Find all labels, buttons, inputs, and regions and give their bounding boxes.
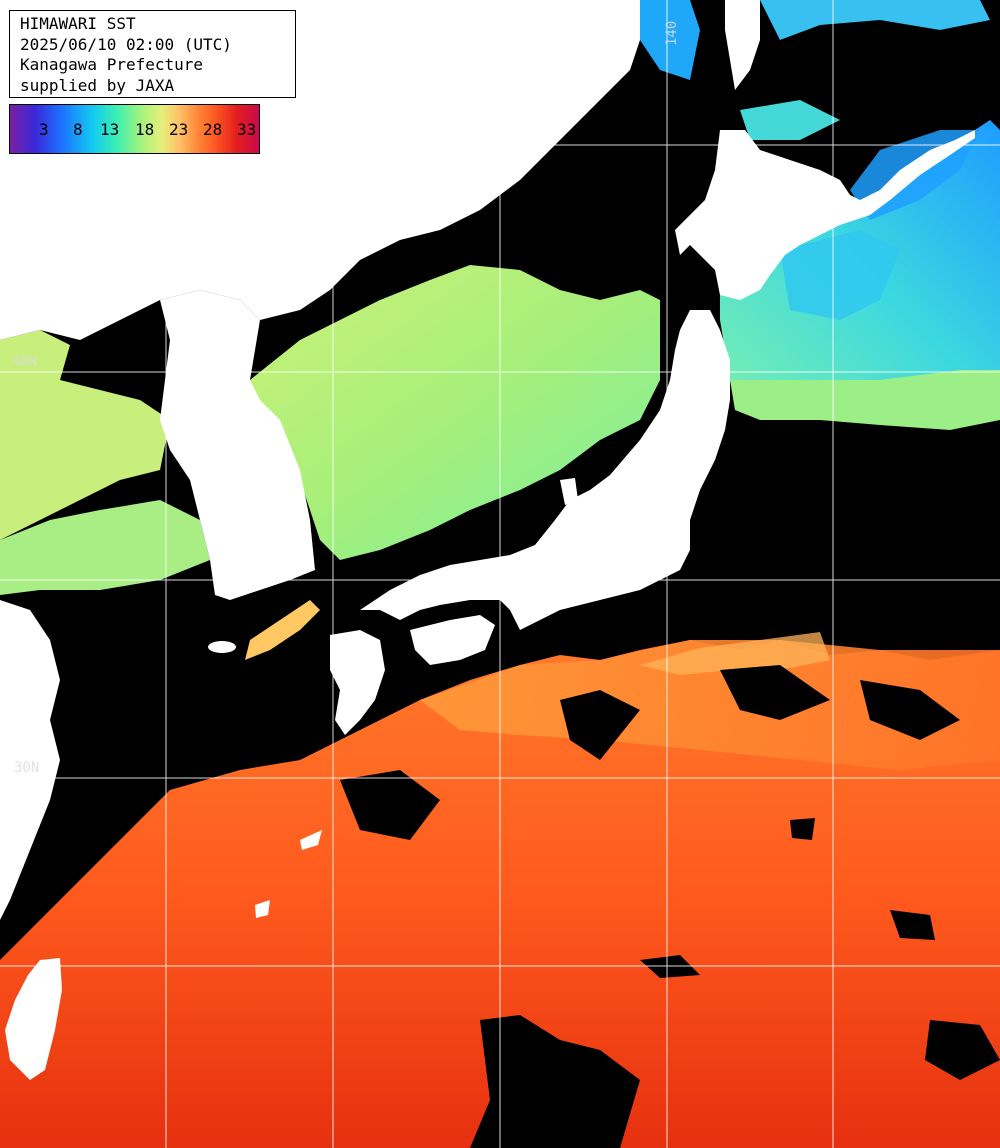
land-shikoku [410,615,495,665]
cloud-patch [720,665,830,720]
land-hokkaido [675,130,975,300]
colorbar-tick: 3 [39,120,49,139]
sst-colorbar: 3 8 13 18 23 28 33 [9,104,260,154]
colorbar-tick: 13 [100,120,120,139]
land-ryukyu [255,900,270,918]
lon-label-140: 140 [664,20,680,46]
cloud-patch [560,690,640,760]
sst-yellow-sea [0,330,170,540]
sst-east-of-hokkaido [740,100,840,140]
land-ryukyu [300,830,322,850]
colorbar-tick: 8 [73,120,83,139]
land-honshu [360,310,730,630]
land-kyushu [330,630,385,735]
land-jeju [208,641,236,653]
colorbar-tick: 33 [237,120,257,139]
title-line-product: HIMAWARI SST [20,14,136,33]
sst-yellow-sea-south [0,500,210,595]
title-line-datetime: 2025/06/10 02:00 (UTC) [20,34,232,54]
cloud-patch [790,818,815,840]
cloud-patch [925,1020,1000,1080]
title-box: HIMAWARI SST 2025/06/10 02:00 (UTC) Kana… [9,10,296,98]
land-china-coast [0,600,60,920]
title-line-region: Kanagawa Prefecture [20,55,204,74]
land-noto [560,478,578,505]
cloud-patch [860,680,960,740]
cloud-patch [470,1015,640,1148]
title-line-credit: supplied by JAXA [20,75,175,95]
colorbar-tick: 18 [135,120,155,139]
sst-okhotsk [640,0,700,80]
sst-okhotsk-right [760,0,990,40]
sst-sea-of-japan [250,265,660,560]
sst-mid-band [420,640,1000,770]
land-korea [160,290,315,600]
sst-north-cold-patch [780,230,900,320]
land-sakhalin [725,0,760,90]
colorbar-tick: 28 [203,120,223,139]
sst-tsushima-strait [245,600,320,660]
land-taiwan [5,958,62,1080]
lat-label-40n: 40N [12,354,38,370]
colorbar-tick: 23 [169,120,189,139]
cloud-patch [890,910,935,940]
land-islet [400,128,425,160]
lat-label-30n: 30N [14,760,40,776]
sst-tohoku-coast [730,370,1000,430]
sst-band-light [640,632,830,675]
cloud-patch [340,770,440,840]
